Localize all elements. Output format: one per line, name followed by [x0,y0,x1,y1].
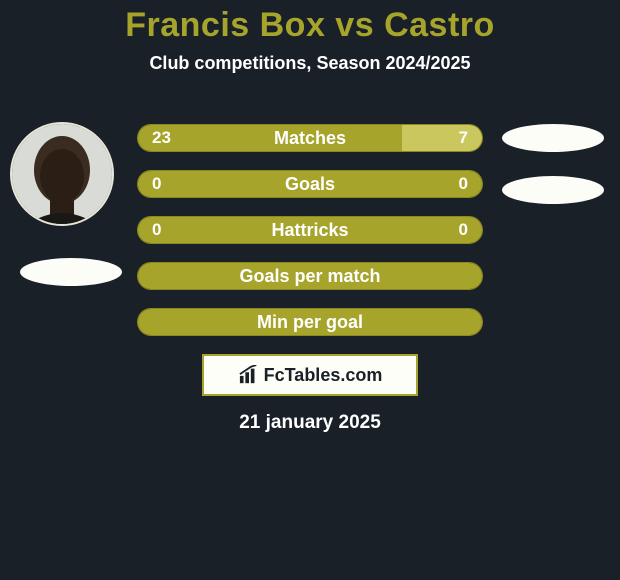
stat-bars: 23 Matches 7 0 Goals 0 0 Hattricks 0 Goa… [137,124,483,434]
branding-badge: FcTables.com [202,354,418,396]
date-label: 21 january 2025 [137,412,483,434]
avatar-face-icon [12,124,112,224]
stat-row-goals: 0 Goals 0 [137,170,483,198]
player-right-avatar-placeholder [502,124,604,152]
stat-row-min-per-goal: Min per goal [137,308,483,336]
stat-label: Goals per match [138,263,482,289]
player-right-badge-placeholder [502,176,604,204]
stat-label: Min per goal [138,309,482,335]
comparison-widget: Francis Box vs Castro Club competitions,… [0,0,620,580]
page-title: Francis Box vs Castro [0,0,620,45]
page-subtitle: Club competitions, Season 2024/2025 [0,53,620,74]
stat-label: Matches [138,125,482,151]
stat-label: Goals [138,171,482,197]
stat-value-right: 7 [459,125,468,151]
stat-label: Hattricks [138,217,482,243]
chart-icon [238,365,260,385]
stat-value-right: 0 [459,171,468,197]
player-left-badge-placeholder [20,258,122,286]
player-left-avatar [10,122,114,226]
stat-row-matches: 23 Matches 7 [137,124,483,152]
branding-text: FcTables.com [264,365,383,386]
stat-row-goals-per-match: Goals per match [137,262,483,290]
stat-value-right: 0 [459,217,468,243]
stat-row-hattricks: 0 Hattricks 0 [137,216,483,244]
